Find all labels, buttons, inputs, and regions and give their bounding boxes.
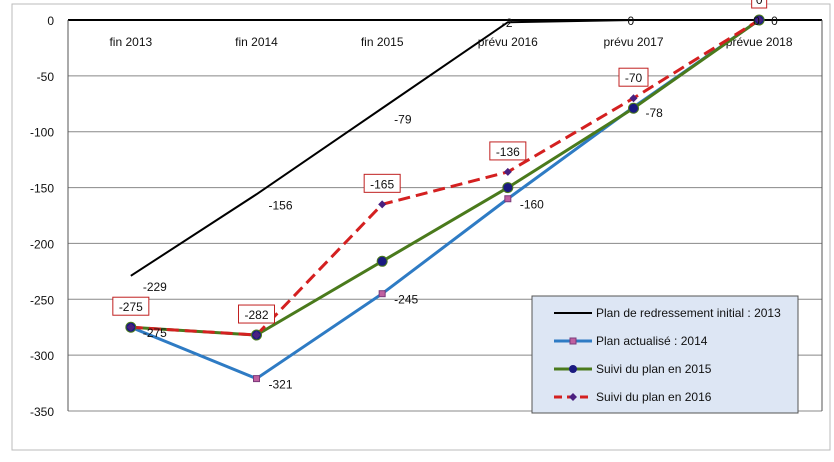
- data-label: 0: [753, 14, 760, 28]
- data-label: -245: [394, 293, 418, 307]
- y-tick-label: -150: [30, 182, 54, 196]
- series-line-2: [130, 18, 761, 337]
- legend: Plan de redressement initial : 2013 Plan …: [531, 295, 799, 414]
- data-label: -321: [269, 378, 293, 392]
- y-tick-label: -50: [37, 70, 55, 84]
- data-point: [378, 290, 386, 298]
- data-label: -165: [370, 177, 394, 191]
- data-point: [253, 375, 260, 383]
- data-label-box: [489, 141, 527, 161]
- legend-label: Plan actualisé : 2014: [596, 334, 708, 348]
- data-label: -156: [269, 198, 293, 212]
- y-tick-label: 0: [47, 14, 54, 28]
- y-tick-label: -300: [30, 349, 54, 363]
- data-point: [503, 167, 512, 176]
- data-label: -229: [143, 280, 167, 294]
- data-label: -275: [119, 300, 143, 314]
- legend-label: Suivi du plan en 2016: [596, 390, 712, 404]
- data-label: -78: [646, 106, 664, 120]
- legend-marker: [569, 393, 577, 401]
- series-line-0: [130, 19, 760, 277]
- x-category-label: prévue 2018: [726, 35, 793, 49]
- data-label-box: [751, 0, 768, 9]
- x-category-label: prévu 2017: [603, 35, 663, 49]
- data-label-box: [112, 296, 150, 316]
- x-category-label: fin 2014: [235, 35, 278, 49]
- x-category-label: fin 2013: [109, 35, 152, 49]
- data-point: [378, 200, 387, 209]
- y-tick-label: -350: [30, 405, 54, 419]
- data-label-box: [238, 304, 275, 324]
- data-label: -2: [502, 16, 513, 30]
- legend-label: Suivi du plan en 2015: [596, 362, 712, 376]
- data-label: -275: [143, 326, 167, 340]
- data-point: [755, 16, 764, 24]
- data-label: 0: [771, 14, 778, 28]
- data-label: 0: [628, 14, 635, 28]
- data-label-box: [618, 67, 649, 87]
- legend-marker: [569, 365, 577, 373]
- data-point: [252, 331, 261, 340]
- data-label: -282: [244, 308, 268, 322]
- data-point: [502, 182, 514, 194]
- data-label: -79: [394, 112, 412, 126]
- x-category-label: fin 2015: [361, 35, 404, 49]
- legend-box: [531, 295, 799, 414]
- data-point: [376, 255, 388, 267]
- data-label: -160: [520, 198, 544, 212]
- data-point: [628, 102, 639, 114]
- y-tick-label: -100: [30, 126, 54, 140]
- legend-label: Plan de redressement initial : 2013: [596, 306, 781, 320]
- legend-marker: [569, 337, 577, 345]
- y-tick-label: -200: [30, 237, 54, 251]
- x-category-label: prévu 2016: [478, 35, 538, 49]
- data-label: -70: [625, 71, 643, 85]
- data-point: [504, 195, 512, 203]
- data-label: 0: [756, 0, 763, 7]
- data-label-box: [363, 173, 401, 193]
- y-tick-label: -250: [30, 293, 54, 307]
- data-point: [126, 323, 135, 332]
- data-point: [629, 94, 638, 103]
- data-label: -136: [496, 145, 520, 159]
